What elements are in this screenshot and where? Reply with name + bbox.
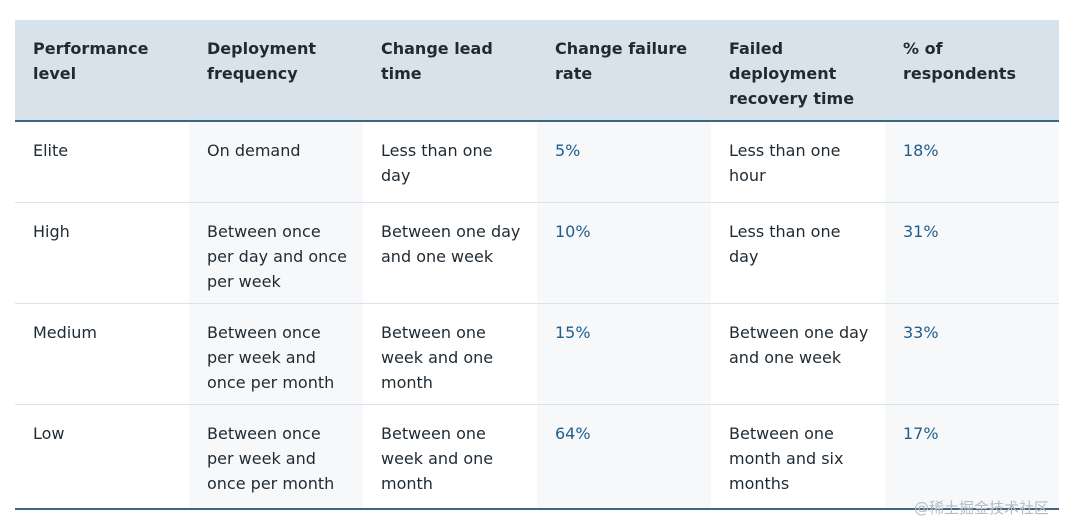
table-cell: 5%	[537, 121, 711, 203]
header-cell: Change lead time	[363, 20, 537, 122]
performance-table: Performance level Deployment frequency Cha…	[15, 20, 1059, 510]
table-cell: Less than one day	[363, 121, 537, 203]
table-cell: Elite	[15, 121, 189, 203]
table-cell: Less than one day	[711, 202, 885, 304]
header-cell: Deployment frequency	[189, 20, 363, 122]
table-row: Elite On demand Less than one day 5% Less th…	[15, 121, 1059, 203]
table-cell: 17%	[885, 404, 1059, 510]
table-cell: Between once per week and once per month	[189, 404, 363, 510]
table-cell: Between one day and one week	[363, 202, 537, 304]
table-cell: Between once per day and once per week	[189, 202, 363, 304]
table-row: Low Between once per week and once per mo…	[15, 404, 1059, 510]
table-container: Performance level Deployment frequency Cha…	[15, 20, 1059, 510]
table-cell: Between one week and one month	[363, 404, 537, 510]
header-row: Performance level Deployment frequency Cha…	[15, 20, 1059, 122]
header-cell: Failed deployment recovery time	[711, 20, 885, 122]
table-cell: 18%	[885, 121, 1059, 203]
table-cell: Low	[15, 404, 189, 510]
table-cell: Between once per week and once per month	[189, 303, 363, 405]
table-cell: 15%	[537, 303, 711, 405]
table-row: High Between once per day and once per we…	[15, 202, 1059, 304]
table-cell: On demand	[189, 121, 363, 203]
table-row: Medium Between once per week and once per…	[15, 303, 1059, 405]
header-cell: Performance level	[15, 20, 189, 122]
table-cell: Between one month and six months	[711, 404, 885, 510]
table-cell: 64%	[537, 404, 711, 510]
table-cell: Medium	[15, 303, 189, 405]
header-cell: % of respondents	[885, 20, 1059, 122]
header-cell: Change failure rate	[537, 20, 711, 122]
table-cell: 31%	[885, 202, 1059, 304]
table-cell: Less than one hour	[711, 121, 885, 203]
table-cell: Between one week and one month	[363, 303, 537, 405]
table-cell: High	[15, 202, 189, 304]
table-cell: 33%	[885, 303, 1059, 405]
table-body: Elite On demand Less than one day 5% Less th…	[15, 121, 1059, 510]
watermark: @稀土掘金技术社区	[914, 499, 1050, 517]
table-cell: 10%	[537, 202, 711, 304]
table-cell: Between one day and one week	[711, 303, 885, 405]
